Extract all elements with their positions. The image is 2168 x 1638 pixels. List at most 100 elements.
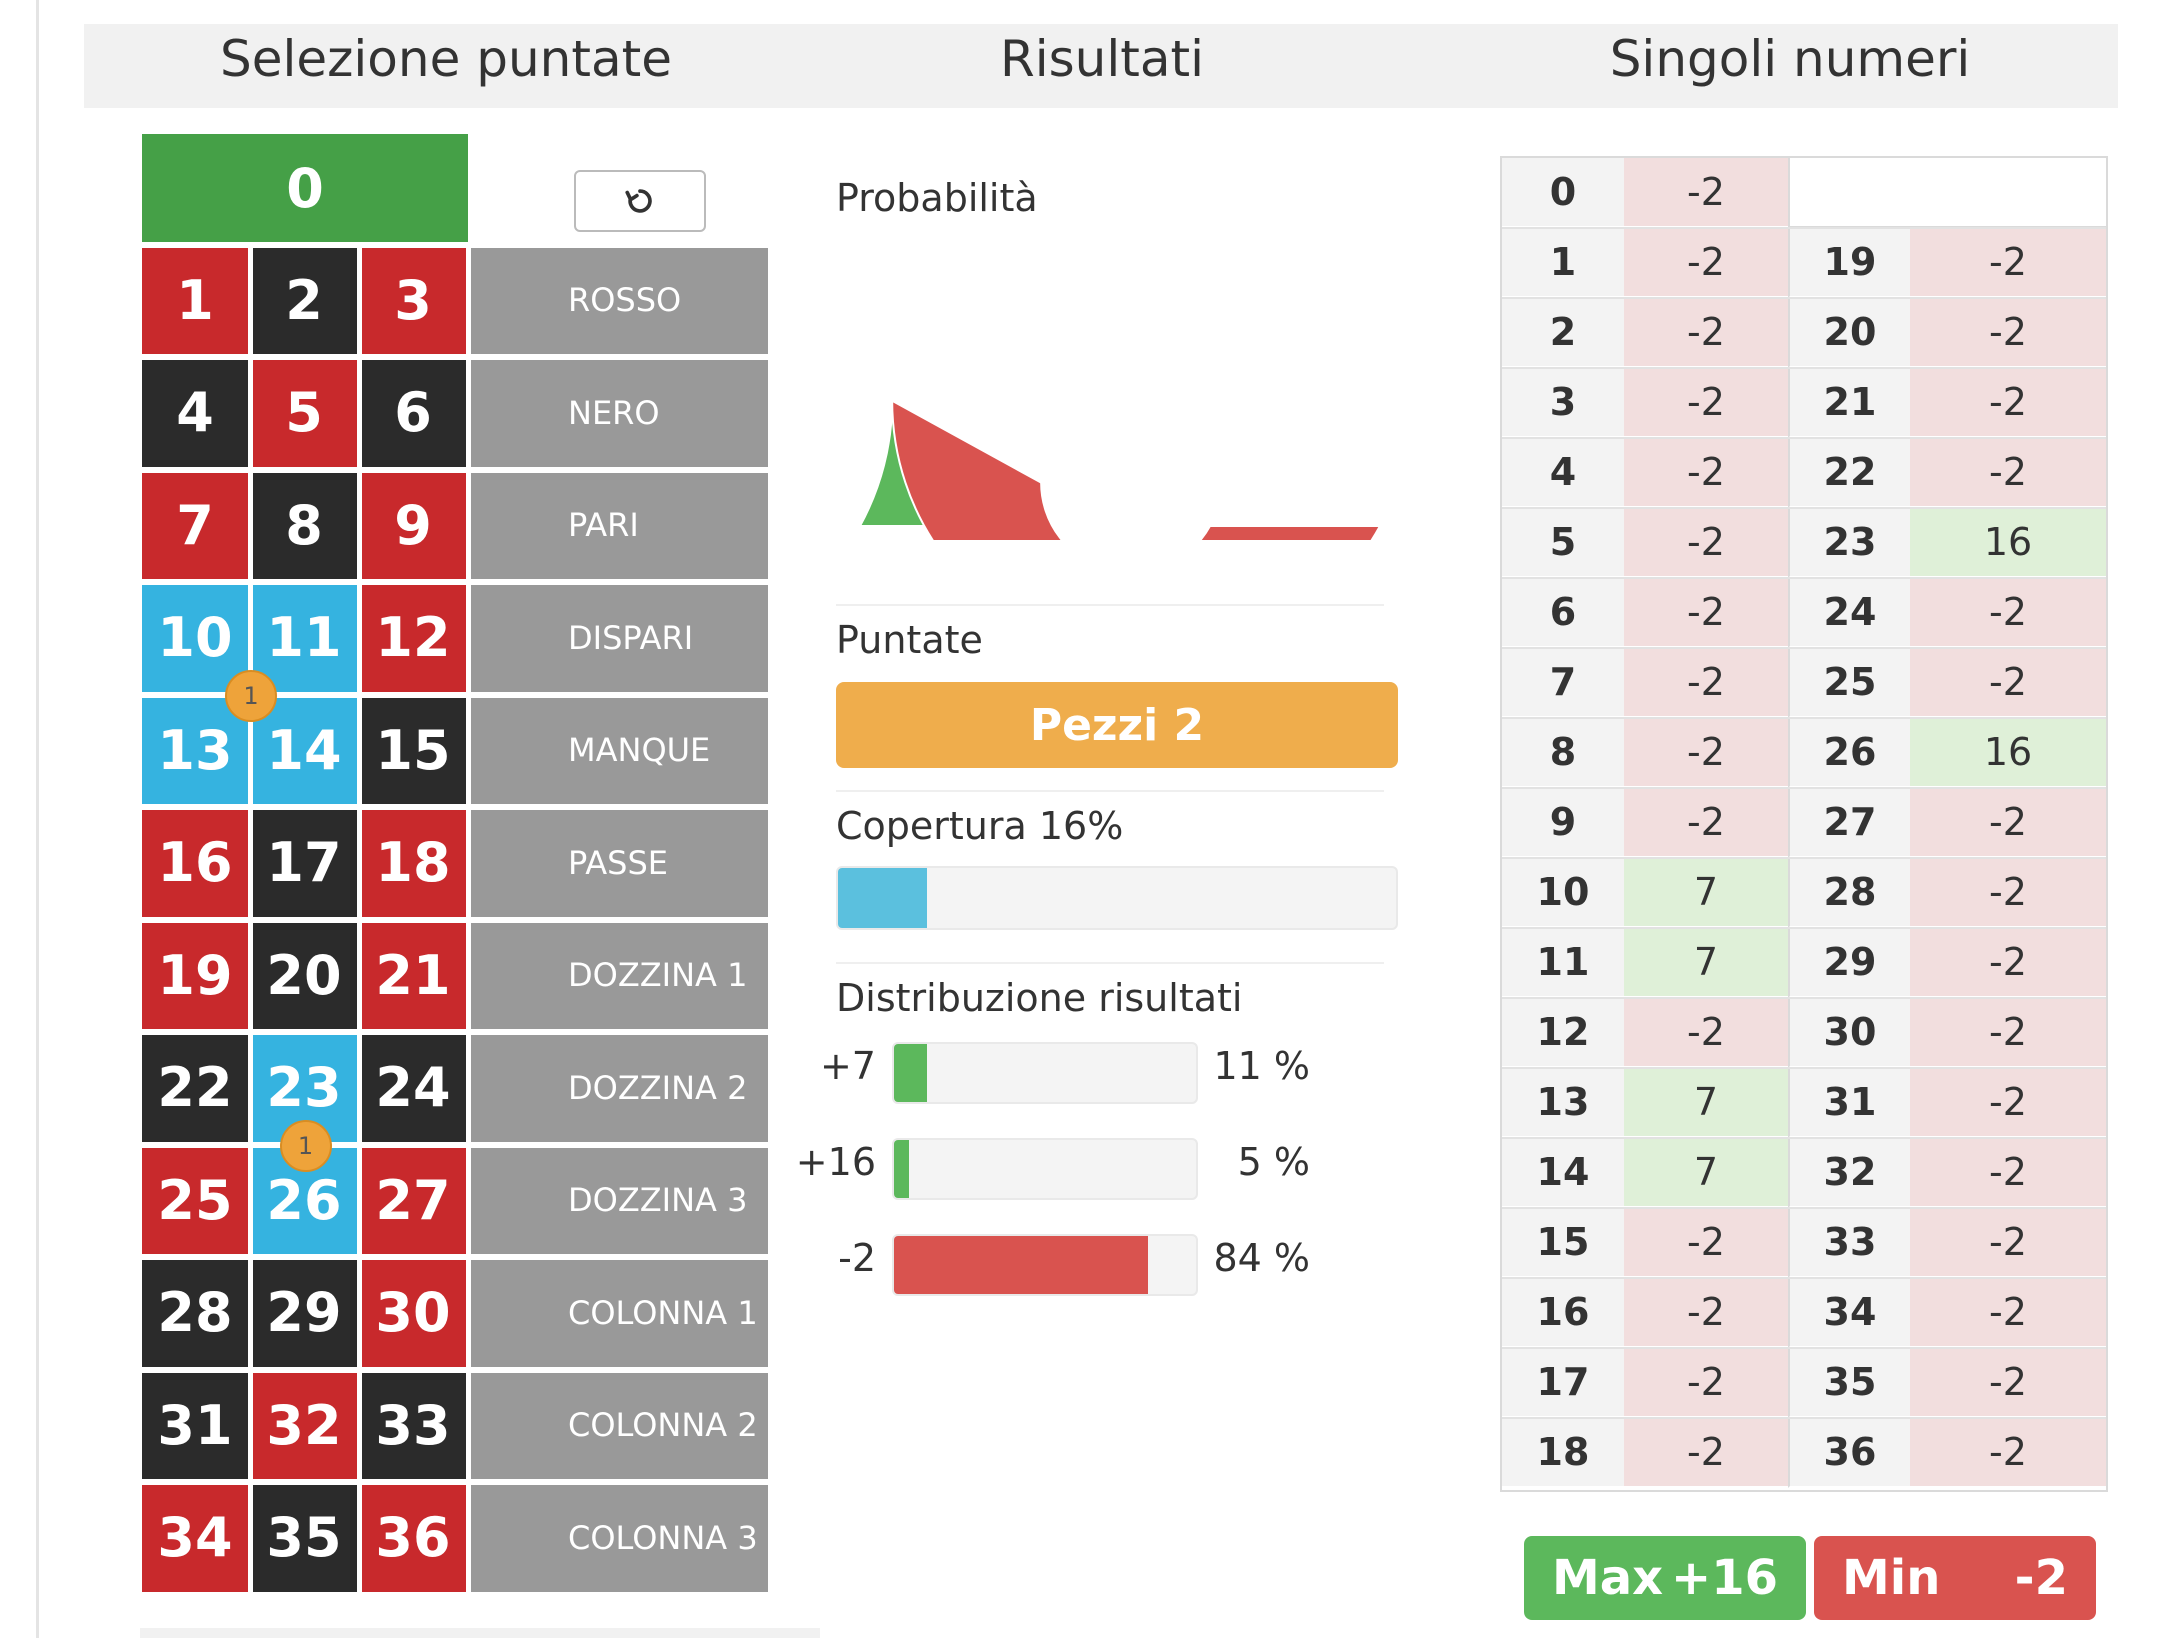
undo-icon	[625, 189, 652, 213]
distribution-outcome: +16	[795, 1140, 876, 1184]
distribution-bar	[892, 1138, 1198, 1200]
number-cell-33[interactable]: 33	[360, 1371, 466, 1479]
grid-line	[358, 246, 362, 1596]
table-number: 22	[1788, 438, 1910, 508]
number-cell-4[interactable]: 4	[142, 358, 248, 467]
number-cell-1[interactable]: 1	[142, 246, 248, 354]
outside-bet-pari[interactable]: PARI	[468, 471, 768, 579]
number-cell-0[interactable]: 0	[142, 134, 468, 242]
table-row-divider	[1502, 857, 2106, 859]
outside-bet-passe[interactable]: PASSE	[468, 808, 768, 917]
number-cell-17[interactable]: 17	[251, 808, 357, 917]
number-cell-12[interactable]: 12	[360, 583, 466, 692]
number-cell-15[interactable]: 15	[360, 696, 466, 804]
number-cell-29[interactable]: 29	[251, 1258, 357, 1367]
table-number: 23	[1788, 508, 1910, 578]
number-cell-2[interactable]: 2	[251, 246, 357, 354]
table-number: 8	[1502, 718, 1624, 788]
number-cell-19[interactable]: 19	[142, 921, 248, 1029]
table-row-divider	[1502, 997, 2106, 999]
table-result: -2	[1910, 1068, 2106, 1138]
table-number: 11	[1502, 928, 1624, 998]
number-cell-13[interactable]: 13	[142, 696, 248, 804]
table-row-divider	[1502, 1417, 2106, 1419]
number-cell-5[interactable]: 5	[251, 358, 357, 467]
table-result: 7	[1624, 1138, 1788, 1208]
table-result: -2	[1910, 368, 2106, 438]
number-cell-25[interactable]: 25	[142, 1146, 248, 1254]
coverage-progress	[836, 866, 1398, 930]
grid-line	[142, 1257, 768, 1260]
number-cell-18[interactable]: 18	[360, 808, 466, 917]
max-result-button: Max +16	[1524, 1536, 1806, 1620]
table-number: 27	[1788, 788, 1910, 858]
number-cell-35[interactable]: 35	[251, 1483, 357, 1592]
grid-line	[142, 244, 768, 248]
grid-line	[142, 694, 768, 698]
number-cell-6[interactable]: 6	[360, 358, 466, 467]
bet-chip[interactable]: 1	[225, 670, 277, 722]
number-cell-36[interactable]: 36	[360, 1483, 466, 1592]
grid-line	[467, 246, 471, 1596]
number-cell-10[interactable]: 10	[142, 583, 248, 692]
min-value: -2	[2014, 1550, 2068, 1606]
distribution-percent: 5 %	[1237, 1140, 1310, 1184]
number-cell-14[interactable]: 14	[251, 696, 357, 804]
number-cell-34[interactable]: 34	[142, 1483, 248, 1592]
results-header: Risultati	[999, 30, 1204, 88]
gauge-lose-segment	[891, 399, 1382, 540]
probability-gauge	[858, 399, 1382, 540]
table-number: 14	[1502, 1138, 1624, 1208]
table-number: 32	[1788, 1138, 1910, 1208]
number-cell-3[interactable]: 3	[360, 246, 466, 354]
outside-bet-dozzina-2[interactable]: DOZZINA 2	[468, 1033, 768, 1142]
outside-bet-dispari[interactable]: DISPARI	[468, 583, 768, 692]
number-cell-24[interactable]: 24	[360, 1033, 466, 1142]
table-result: 16	[1910, 718, 2106, 788]
table-number: 1	[1502, 228, 1624, 298]
table-row-divider	[1502, 647, 2106, 649]
number-cell-28[interactable]: 28	[142, 1258, 248, 1367]
number-cell-9[interactable]: 9	[360, 471, 466, 579]
outside-bet-manque[interactable]: MANQUE	[468, 696, 768, 804]
number-cell-23[interactable]: 23	[251, 1033, 357, 1142]
table-result: 7	[1624, 1068, 1788, 1138]
table-result: -2	[1910, 438, 2106, 508]
number-cell-8[interactable]: 8	[251, 471, 357, 579]
grid-line	[142, 1032, 768, 1035]
outside-bet-colonna-3[interactable]: COLONNA 3	[468, 1483, 768, 1592]
bet-chip[interactable]: 1	[279, 1120, 332, 1172]
outside-bet-dozzina-3[interactable]: DOZZINA 3	[468, 1146, 768, 1254]
single-numbers-table: 0 -2 1 -2 2 -2 3 -2 4 -2 5 -2 6 -2 7 -2 8 -2 9 -2 10 7 11 7 12 -2…	[1500, 156, 2108, 1492]
table-result: -2	[1910, 998, 2106, 1068]
table-row-divider	[1502, 717, 2106, 719]
outside-bet-nero[interactable]: NERO	[468, 358, 768, 467]
table-number: 28	[1788, 858, 1910, 928]
table-result: 7	[1624, 928, 1788, 998]
number-cell-31[interactable]: 31	[142, 1371, 248, 1479]
number-cell-27[interactable]: 27	[360, 1146, 466, 1254]
outside-bet-rosso[interactable]: ROSSO	[468, 246, 768, 354]
number-cell-20[interactable]: 20	[251, 921, 357, 1029]
outside-bet-colonna-2[interactable]: COLONNA 2	[468, 1371, 768, 1479]
number-cell-21[interactable]: 21	[360, 921, 466, 1029]
number-cell-30[interactable]: 30	[360, 1258, 466, 1367]
number-cell-7[interactable]: 7	[142, 471, 248, 579]
table-result: -2	[1624, 1418, 1788, 1488]
distribution-percent: 11 %	[1213, 1044, 1310, 1088]
pieces-button[interactable]: Pezzi 2	[836, 682, 1398, 768]
number-cell-32[interactable]: 32	[251, 1371, 357, 1479]
number-cell-16[interactable]: 16	[142, 808, 248, 917]
coverage-label: Copertura 16%	[836, 804, 1124, 848]
outside-bet-dozzina-1[interactable]: DOZZINA 1	[468, 921, 768, 1029]
table-row-divider	[1502, 1277, 2106, 1279]
number-cell-22[interactable]: 22	[142, 1033, 248, 1142]
number-cell-11[interactable]: 11	[251, 583, 357, 692]
table-number: 24	[1788, 578, 1910, 648]
table-result: -2	[1624, 998, 1788, 1068]
undo-button[interactable]	[574, 170, 706, 232]
table-row-divider	[1502, 787, 2106, 789]
outside-bet-colonna-1[interactable]: COLONNA 1	[468, 1258, 768, 1367]
table-row-divider	[1502, 297, 2106, 299]
table-row-divider	[1502, 1347, 2106, 1349]
